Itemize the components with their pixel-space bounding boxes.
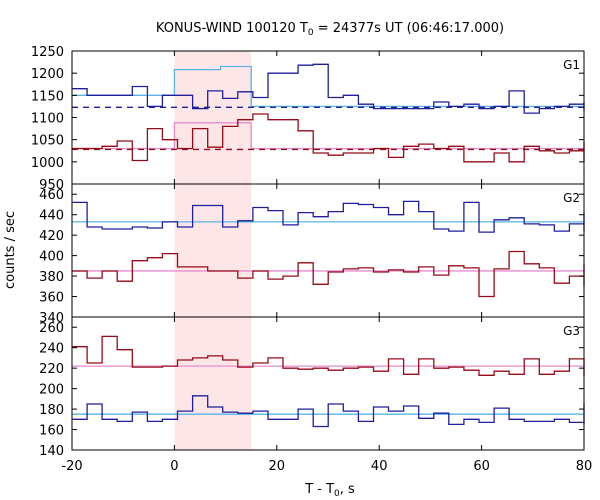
y-tick-label: 1250 <box>31 45 64 60</box>
y-tick-label: 460 <box>39 188 64 203</box>
y-tick-label: 400 <box>39 250 64 265</box>
y-tick-label: 260 <box>39 321 64 336</box>
y-tick-label: 200 <box>39 383 64 398</box>
chart-title-suffix: = 24377s UT (06:46:17.000) <box>314 21 504 36</box>
panel-g3: 140 160 180 200 220 240 260 G3 <box>39 316 585 459</box>
y-tick-label: 360 <box>39 291 64 306</box>
y-tick-label: 1150 <box>31 89 64 104</box>
panel-frame <box>71 316 585 451</box>
panel-g1: 950 1000 1050 1100 1150 1200 1250 G1 <box>31 45 585 193</box>
x-tick-label: 80 <box>576 459 593 474</box>
upper-series-line <box>72 63 585 114</box>
y-tick-label: 340 <box>39 311 64 326</box>
y-tick-label: 1100 <box>31 112 64 127</box>
x-tick-label: 0 <box>170 459 178 474</box>
upper-series-line <box>72 200 585 233</box>
x-axis-label-suffix: , s <box>340 482 355 497</box>
panel-g2: 340 360 380 400 420 440 460 G2 <box>39 183 585 326</box>
panel-label: G3 <box>563 324 580 338</box>
y-tick-label: 380 <box>39 270 64 285</box>
panel-label: G1 <box>563 58 580 72</box>
x-tick-label: 20 <box>269 459 286 474</box>
lower-series-line <box>72 335 585 377</box>
y-tick-label: 220 <box>39 362 64 377</box>
chart-title: KONUS-WIND 100120 T0 = 24377s UT (06:46:… <box>156 21 504 38</box>
lower-series-line <box>72 113 585 163</box>
highlight-interval <box>174 51 252 450</box>
upper-series-line <box>72 395 585 428</box>
x-tick-label: 40 <box>371 459 388 474</box>
y-tick-label: 950 <box>39 178 64 193</box>
y-tick-label: 1050 <box>31 134 64 149</box>
y-tick-label: 1000 <box>31 156 64 171</box>
y-tick-label: 440 <box>39 209 64 224</box>
panel-frame <box>71 183 585 318</box>
x-tick-label: -20 <box>61 459 82 474</box>
panel-label: G2 <box>563 191 580 205</box>
y-axis-label: counts / sec <box>3 211 18 289</box>
lower-series-line <box>72 250 585 298</box>
lower-fit-line <box>72 122 584 150</box>
y-tick-label: 420 <box>39 229 64 244</box>
y-tick-label: 140 <box>39 444 64 459</box>
x-axis-label-subscript: 0 <box>334 489 340 499</box>
y-tick-label: 240 <box>39 342 64 357</box>
x-axis-label: T - T0, s <box>304 482 355 499</box>
y-tick-label: 1200 <box>31 67 64 82</box>
upper-fit-line <box>72 65 584 108</box>
chart-title-subscript: 0 <box>308 28 314 38</box>
y-tick-label: 160 <box>39 424 64 439</box>
y-tick-label: 180 <box>39 403 64 418</box>
x-tick-label: 60 <box>473 459 490 474</box>
